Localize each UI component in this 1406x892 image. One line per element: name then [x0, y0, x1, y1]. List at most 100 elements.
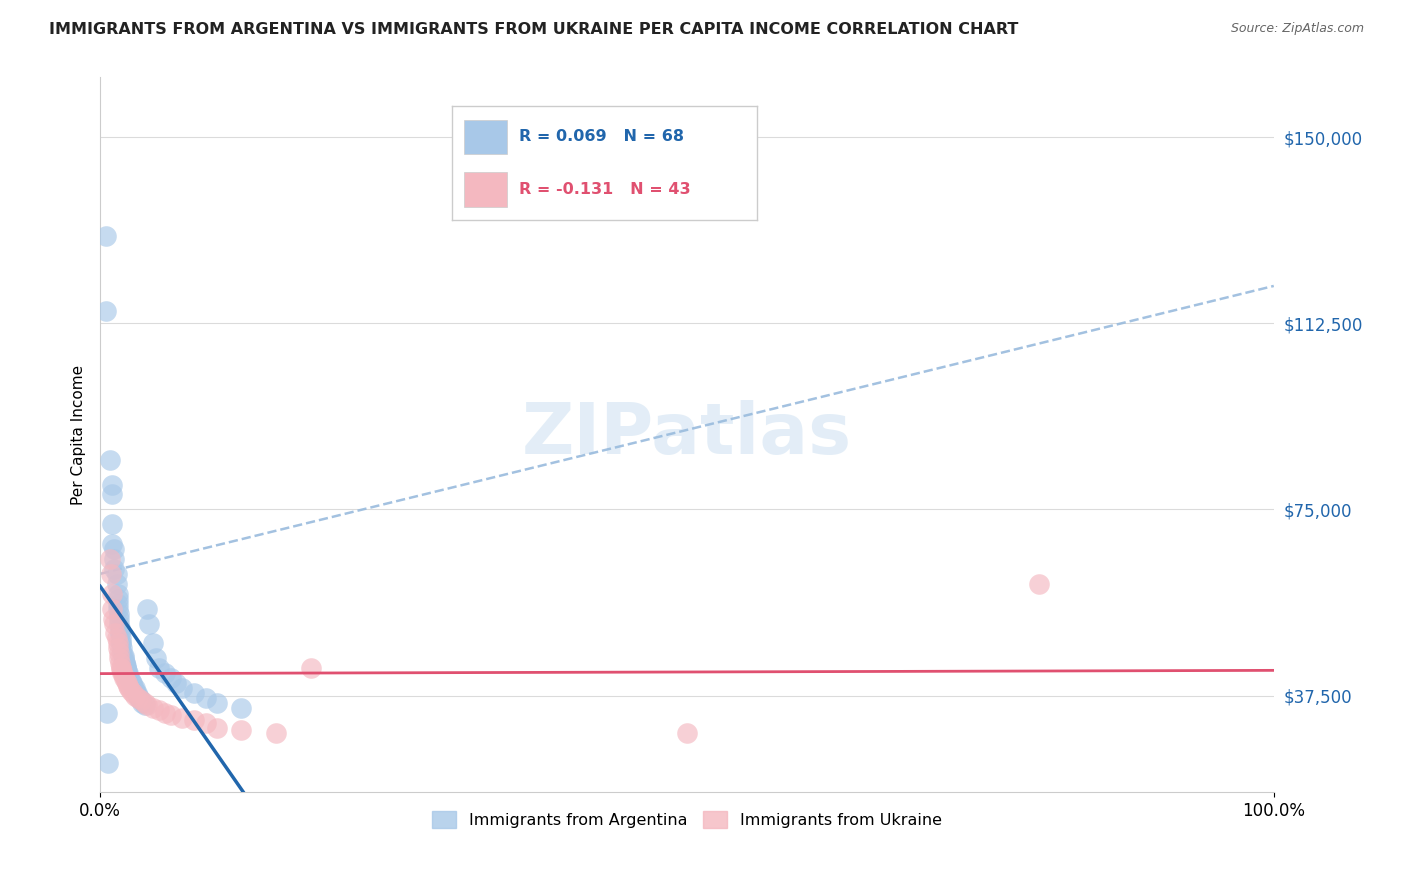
Point	[112, 651, 135, 665]
Point	[153, 706, 176, 720]
Point	[115, 664, 138, 678]
Y-axis label: Per Capita Income: Per Capita Income	[72, 365, 86, 505]
Point	[115, 661, 138, 675]
Point	[110, 661, 132, 675]
Point	[114, 657, 136, 671]
Point	[108, 616, 131, 631]
Point	[115, 676, 138, 690]
Point	[111, 666, 134, 681]
Point	[118, 671, 141, 685]
Point	[124, 681, 146, 695]
Point	[108, 622, 131, 636]
Point	[124, 689, 146, 703]
Point	[128, 690, 150, 705]
Point	[264, 725, 287, 739]
Point	[131, 696, 153, 710]
Point	[108, 611, 131, 625]
Point	[115, 666, 138, 681]
Point	[100, 566, 122, 581]
Point	[101, 487, 124, 501]
Point	[101, 611, 124, 625]
Point	[159, 671, 181, 685]
Point	[105, 576, 128, 591]
Point	[103, 562, 125, 576]
Point	[145, 651, 167, 665]
Point	[120, 683, 142, 698]
Point	[1028, 576, 1050, 591]
Point	[114, 657, 136, 671]
Point	[110, 661, 132, 675]
Point	[299, 661, 322, 675]
Point	[108, 626, 131, 640]
Point	[229, 723, 252, 738]
Point	[105, 632, 128, 646]
Point	[183, 714, 205, 728]
Point	[159, 708, 181, 723]
Point	[104, 626, 127, 640]
Point	[107, 641, 129, 656]
Point	[96, 706, 118, 720]
Point	[124, 683, 146, 698]
Point	[115, 673, 138, 688]
Point	[122, 686, 145, 700]
Point	[98, 452, 121, 467]
Point	[101, 601, 124, 615]
Point	[112, 654, 135, 668]
Point	[115, 661, 138, 675]
Point	[129, 693, 152, 707]
Point	[101, 587, 124, 601]
Point	[94, 303, 117, 318]
Point	[108, 626, 131, 640]
Point	[148, 703, 170, 717]
Point	[101, 517, 124, 532]
Point	[117, 679, 139, 693]
Point	[194, 690, 217, 705]
Point	[172, 711, 194, 725]
Point	[105, 566, 128, 581]
Point	[172, 681, 194, 695]
Point	[120, 676, 142, 690]
Point	[125, 686, 148, 700]
Point	[107, 601, 129, 615]
Point	[117, 668, 139, 682]
Text: Source: ZipAtlas.com: Source: ZipAtlas.com	[1230, 22, 1364, 36]
Point	[138, 616, 160, 631]
Point	[136, 698, 159, 713]
Point	[107, 636, 129, 650]
Point	[229, 701, 252, 715]
Point	[165, 676, 187, 690]
Point	[111, 664, 134, 678]
Point	[107, 591, 129, 606]
Point	[118, 681, 141, 695]
Point	[111, 641, 134, 656]
Point	[121, 676, 143, 690]
Point	[110, 632, 132, 646]
Point	[194, 715, 217, 730]
Point	[112, 671, 135, 685]
Point	[108, 651, 131, 665]
Point	[103, 616, 125, 631]
Point	[118, 671, 141, 685]
Point	[136, 601, 159, 615]
Point	[112, 668, 135, 682]
Point	[107, 597, 129, 611]
Point	[134, 696, 156, 710]
Point	[129, 693, 152, 707]
Point	[676, 725, 699, 739]
Point	[107, 587, 129, 601]
Point	[103, 552, 125, 566]
Point	[111, 646, 134, 660]
Point	[110, 636, 132, 650]
Point	[101, 477, 124, 491]
Point	[183, 686, 205, 700]
Text: IMMIGRANTS FROM ARGENTINA VS IMMIGRANTS FROM UKRAINE PER CAPITA INCOME CORRELATI: IMMIGRANTS FROM ARGENTINA VS IMMIGRANTS …	[49, 22, 1018, 37]
Point	[97, 756, 120, 770]
Point	[115, 658, 138, 673]
Point	[122, 679, 145, 693]
Point	[112, 648, 135, 663]
Text: ZIPatlas: ZIPatlas	[522, 401, 852, 469]
Point	[148, 661, 170, 675]
Point	[153, 666, 176, 681]
Point	[103, 542, 125, 557]
Legend: Immigrants from Argentina, Immigrants from Ukraine: Immigrants from Argentina, Immigrants fr…	[426, 805, 948, 834]
